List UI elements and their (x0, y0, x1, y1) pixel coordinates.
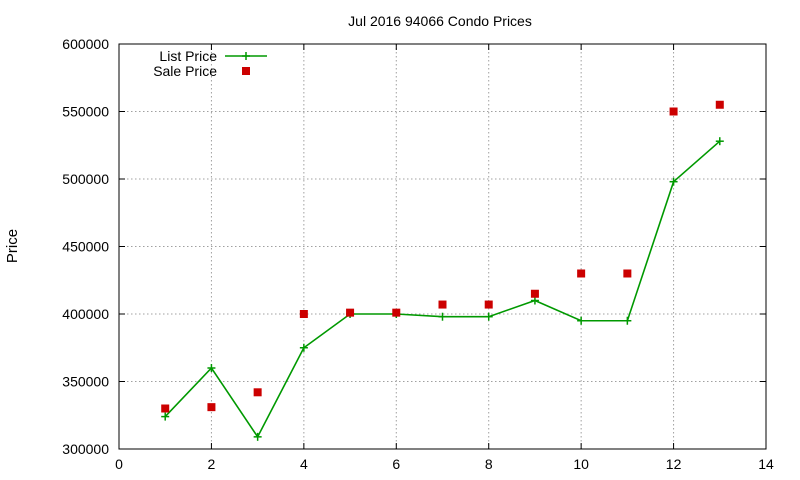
y-tick-label: 400000 (62, 306, 109, 322)
axis-ticks: 0 2 4 6 8 10 12 14 300000 350000 400000 450000 50000… (62, 36, 774, 472)
x-tick-label: 2 (208, 456, 216, 472)
sale-price-point (715, 100, 724, 109)
y-tick-label: 600000 (62, 36, 109, 52)
legend-marker (242, 67, 250, 75)
sale-price-point (253, 388, 262, 397)
y-tick-label: 500000 (62, 171, 109, 187)
x-tick-label: 4 (300, 456, 308, 472)
list-price-point (207, 364, 216, 372)
legend-label: Sale Price (153, 63, 217, 79)
sale-price-point (299, 310, 308, 318)
list-price-point (623, 316, 632, 325)
list-price-point (299, 343, 308, 352)
sale-price-point (346, 308, 355, 317)
sale-price-point (392, 308, 401, 317)
x-tick-label: 6 (392, 456, 400, 472)
list-price-point (715, 137, 724, 146)
list-price-point (438, 312, 447, 321)
sale-price-point (438, 300, 447, 309)
list-price-point (577, 316, 586, 325)
x-tick-label: 8 (485, 456, 493, 472)
y-tick-label: 450000 (62, 239, 109, 255)
list-price-point (669, 177, 678, 186)
series-line-list-price (164, 140, 721, 439)
sale-price-point (530, 289, 539, 298)
y-tick-label: 350000 (62, 374, 109, 390)
sale-price-point (161, 404, 170, 413)
chart-title: Jul 2016 94066 Condo Prices (348, 13, 532, 29)
list-price-point (161, 412, 170, 421)
sale-price-point (207, 403, 216, 412)
sale-price-point (484, 300, 493, 309)
sale-price-point (623, 269, 632, 278)
x-tick-label: 12 (666, 456, 682, 472)
x-tick-label: 10 (573, 456, 589, 472)
x-tick-label: 14 (758, 456, 774, 472)
list-price-point (253, 432, 262, 441)
y-tick-label: 550000 (62, 104, 109, 120)
y-axis-label: Price (4, 229, 21, 263)
x-tick-label: 0 (115, 456, 123, 472)
legend-label: List Price (159, 48, 217, 64)
list-price-point (530, 296, 539, 305)
series-layer (161, 100, 724, 441)
grid (119, 44, 766, 449)
sale-price-point (669, 107, 678, 116)
list-price-point (484, 312, 493, 321)
legend-marker (242, 52, 250, 60)
sale-price-point (577, 269, 586, 278)
y-tick-label: 300000 (62, 441, 109, 457)
